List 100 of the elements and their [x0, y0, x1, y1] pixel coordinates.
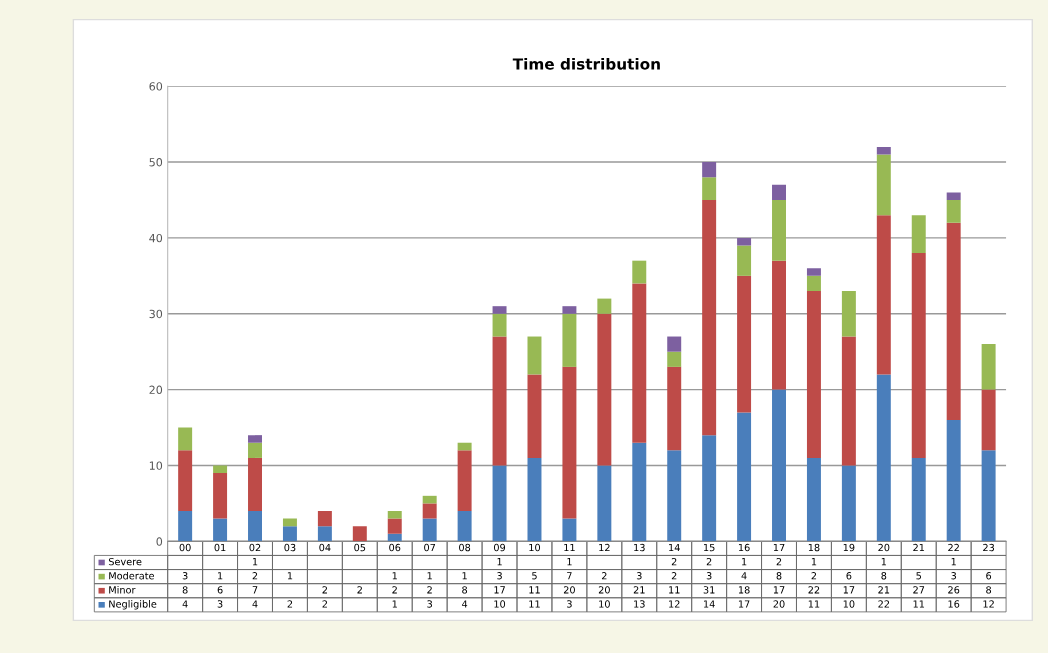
bar	[772, 389, 786, 542]
bar	[387, 518, 402, 534]
x-tick-label: 02	[249, 543, 261, 552]
bar	[422, 495, 437, 504]
bar	[527, 374, 542, 458]
legend-label: Negligible	[109, 600, 157, 610]
data-label: 17	[773, 586, 785, 594]
bar	[597, 298, 612, 314]
bar	[248, 442, 262, 458]
bar	[282, 518, 297, 527]
data-label: 2	[427, 586, 432, 594]
data-label: 3	[182, 572, 188, 580]
x-tick-label: 05	[354, 543, 366, 552]
data-label: 2	[671, 557, 677, 566]
y-tick-label: 20	[149, 385, 163, 394]
x-tick-label: 12	[599, 543, 610, 552]
legend-label: Moderate	[109, 571, 155, 580]
bar	[876, 146, 891, 155]
bar	[178, 510, 193, 542]
bar	[248, 457, 262, 511]
bar	[981, 389, 996, 451]
data-label: 4	[252, 600, 258, 608]
bar	[178, 427, 193, 451]
y-tick-label: 60	[149, 82, 163, 91]
data-label: 11	[529, 586, 540, 594]
data-label: 20	[773, 600, 785, 608]
bar	[737, 237, 752, 246]
data-label: 21	[633, 586, 645, 594]
data-label: 2	[392, 586, 397, 594]
bar	[248, 510, 262, 542]
x-tick-label: 07	[424, 543, 436, 552]
data-label: 10	[494, 600, 506, 608]
x-tick-label: 18	[808, 543, 820, 552]
data-label: 1	[742, 558, 747, 566]
bar	[806, 275, 821, 292]
bar	[667, 336, 682, 352]
data-label: 2	[811, 572, 817, 580]
data-label: 11	[808, 600, 820, 608]
bar	[667, 366, 682, 451]
data-label: 2	[776, 557, 782, 566]
data-label: 10	[843, 600, 855, 608]
data-label: 2	[706, 557, 712, 566]
bar	[632, 442, 647, 542]
y-tick-label: 10	[149, 461, 163, 470]
data-label: 14	[704, 600, 715, 608]
y-tick-label: 40	[149, 233, 163, 243]
bar	[282, 526, 297, 542]
x-tick-label: 23	[983, 543, 995, 552]
data-label: 4	[182, 600, 188, 608]
data-label: 8	[462, 586, 468, 594]
bar	[667, 351, 682, 367]
x-tick-label: 17	[773, 543, 785, 552]
bar	[457, 442, 472, 451]
bar	[702, 199, 717, 436]
data-label: 6	[846, 572, 852, 580]
bar	[772, 184, 786, 200]
bar	[492, 313, 507, 337]
data-label: 17	[843, 586, 855, 594]
x-tick-label: 22	[948, 543, 959, 552]
data-label: 1	[497, 558, 502, 566]
data-label: 2	[287, 600, 293, 608]
data-label: 27	[913, 586, 925, 594]
bar	[317, 510, 332, 527]
data-label: 1	[462, 572, 467, 580]
bar	[772, 199, 786, 261]
x-tick-label: 08	[459, 543, 471, 552]
bar	[213, 518, 228, 542]
bar	[806, 457, 821, 542]
data-label: 3	[567, 600, 572, 608]
data-label: 17	[494, 586, 505, 594]
bar	[876, 215, 891, 375]
data-label: 31	[703, 586, 715, 594]
data-label: 8	[182, 586, 188, 594]
x-tick-label: 19	[843, 543, 855, 552]
bar	[841, 291, 856, 337]
data-label: 1	[218, 572, 223, 580]
data-label: 3	[706, 572, 712, 580]
bar	[946, 199, 961, 223]
data-label: 1	[287, 572, 293, 580]
data-label: 3	[217, 600, 223, 608]
bar	[387, 510, 402, 519]
bar	[981, 450, 996, 542]
data-label: 5	[916, 572, 921, 580]
x-tick-label: 01	[214, 543, 226, 552]
bar	[213, 473, 228, 519]
bar	[562, 313, 577, 367]
bar	[422, 503, 437, 519]
bar	[946, 222, 961, 420]
x-tick-label: 16	[738, 543, 750, 552]
data-label: 10	[599, 600, 610, 608]
bar	[772, 260, 786, 390]
data-label: 7	[567, 572, 572, 580]
data-label: 3	[497, 572, 502, 580]
data-label: 1	[427, 572, 432, 580]
y-tick-label: 50	[149, 158, 163, 167]
bar	[841, 336, 856, 466]
data-label: 2	[252, 572, 258, 580]
bar	[387, 533, 402, 542]
data-label: 22	[878, 600, 890, 608]
data-label: 1	[881, 558, 887, 566]
